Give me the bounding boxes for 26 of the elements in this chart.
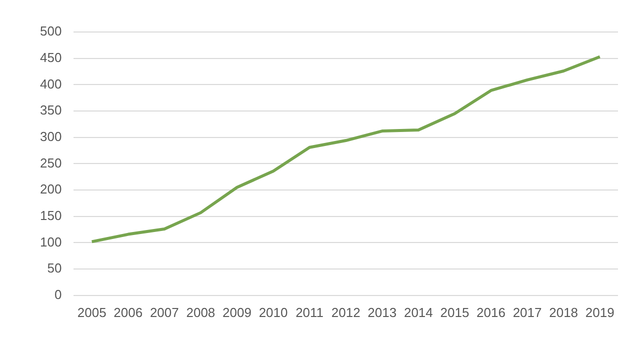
- y-tick-label: 150: [40, 208, 62, 223]
- y-tick-label: 50: [47, 260, 62, 276]
- x-tick-label: 2016: [476, 304, 506, 320]
- x-tick-label: 2019: [585, 304, 614, 320]
- y-tick-label: 300: [40, 128, 62, 144]
- y-tick-label: 100: [40, 234, 62, 250]
- y-tick-label: 250: [40, 155, 62, 170]
- y-tick-label: 200: [40, 182, 62, 197]
- y-tick-label: 400: [40, 76, 62, 92]
- y-tick-label: 500: [40, 24, 62, 39]
- y-tick-label: 450: [40, 50, 62, 65]
- x-tick-label: 2017: [512, 304, 542, 320]
- x-tick-label: 2013: [368, 304, 397, 320]
- x-tick-label: 2018: [549, 304, 578, 320]
- x-tick-label: 2007: [150, 304, 179, 320]
- x-tick-label: 2005: [77, 304, 106, 320]
- x-tick-label: 2008: [186, 304, 216, 320]
- x-tick-label: 2009: [222, 304, 252, 320]
- x-tick-label: 2014: [404, 304, 433, 320]
- y-tick-label: 0: [54, 286, 62, 302]
- x-tick-label: 2012: [331, 304, 360, 320]
- x-tick-label: 2006: [114, 304, 143, 320]
- x-tick-label: 2015: [440, 304, 470, 320]
- y-tick-label: 350: [40, 102, 62, 118]
- x-tick-label: 2010: [258, 304, 288, 320]
- x-tick-label: 2011: [296, 304, 324, 320]
